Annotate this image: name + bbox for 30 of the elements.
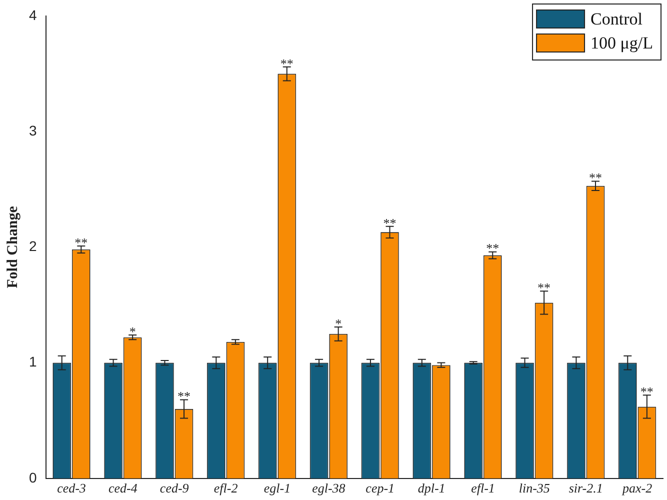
y-tick-label: 0	[28, 469, 37, 486]
annotation: **	[383, 215, 396, 230]
y-axis-title: Fold Change	[4, 206, 21, 288]
y-tick-label: 3	[28, 122, 37, 138]
x-tick-label: sir-2.1	[568, 480, 603, 496]
x-tick-label: efl-2	[214, 480, 238, 496]
x-tick-label: egl-1	[264, 480, 291, 496]
y-tick-label: 1	[28, 354, 37, 370]
annotation: *	[335, 316, 342, 331]
y-tick-label: 2	[28, 238, 37, 254]
annotation: **	[486, 240, 500, 256]
annotation: **	[280, 56, 294, 71]
annotation: **	[178, 388, 191, 404]
x-tick-label: lin-35	[518, 480, 550, 496]
annotation: *	[129, 324, 136, 339]
x-tick-label: dpl-1	[418, 480, 446, 496]
x-tick-label: efl-1	[471, 480, 495, 496]
x-tick-label: pax-2	[621, 480, 653, 496]
annotation: **	[538, 280, 551, 296]
x-tick-label: ced-9	[160, 480, 190, 496]
x-tick-label: egl-38	[312, 480, 346, 496]
annotation: **	[640, 384, 654, 400]
x-tick-label: cep-1	[366, 480, 395, 496]
annotation: **	[74, 234, 88, 250]
y-tick-label: 4	[28, 6, 37, 23]
x-tick-label: ced-4	[108, 480, 138, 496]
annotation: **	[588, 170, 602, 186]
x-tick-label: ced-3	[57, 480, 86, 496]
legend-label: Control	[590, 9, 643, 28]
legend-label: 100 μg/L	[590, 33, 654, 52]
